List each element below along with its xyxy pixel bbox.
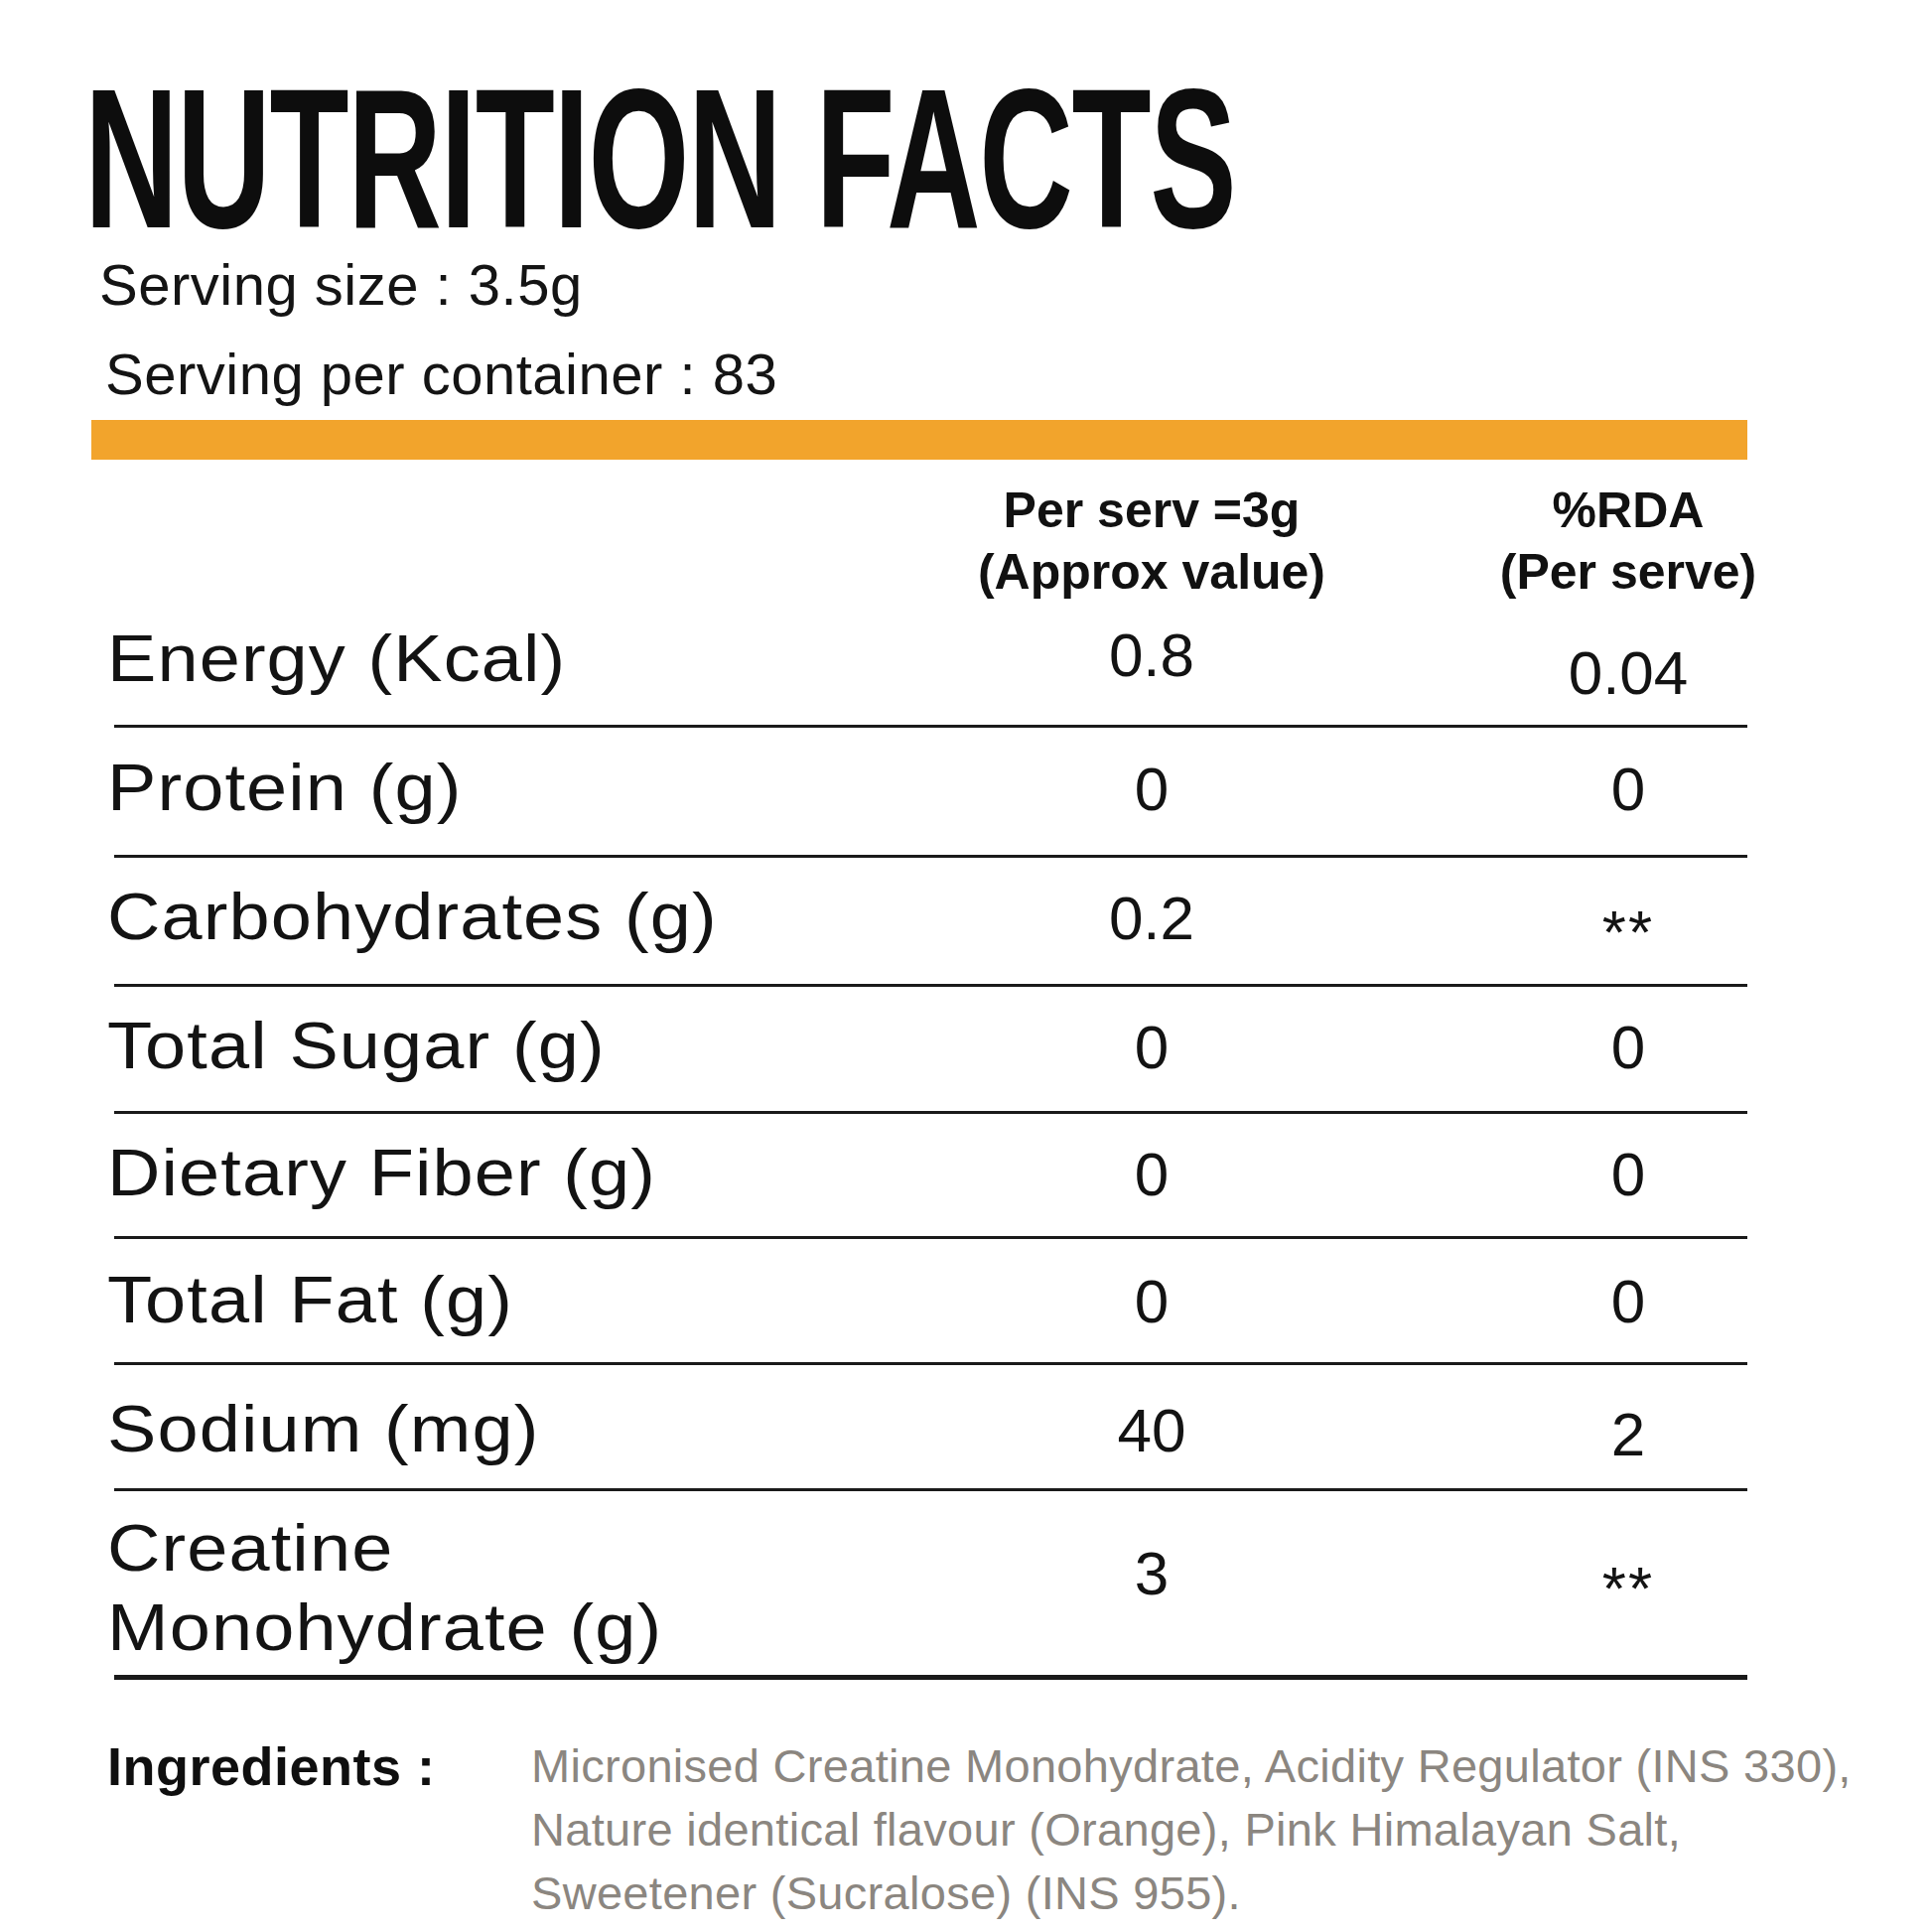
row-label: Energy (Kcal) <box>107 625 566 691</box>
ingredients-label: Ingredients : <box>107 1734 436 1798</box>
row-per-serv-value: 40 <box>933 1400 1370 1461</box>
table-row: Sodium (mg) 40 2 <box>0 1396 1932 1406</box>
row-rda-value: 2 <box>1430 1404 1827 1465</box>
ingredients-text: Micronised Creatine Monohydrate, Acidity… <box>531 1734 1852 1925</box>
column-header-rda: %RDA (Per serve) <box>1430 480 1827 603</box>
row-per-serv-value: 0 <box>933 1017 1370 1078</box>
row-rda-value: 0 <box>1430 759 1827 820</box>
row-rda-value: 0.04 <box>1430 642 1827 704</box>
table-row: Total Fat (g) 0 0 <box>0 1267 1932 1277</box>
row-per-serv-value: 3 <box>933 1543 1370 1604</box>
table-row: Energy (Kcal) 0.8 0.04 <box>0 625 1932 635</box>
column-header-per-serv-line2: (Approx value) <box>933 541 1370 603</box>
row-divider <box>114 1362 1747 1365</box>
row-rda-value: 0 <box>1430 1271 1827 1332</box>
table-row: Creatine Monohydrate (g) 3 ** <box>0 1508 1932 1518</box>
row-per-serv-value: 0 <box>933 759 1370 820</box>
table-bottom-divider <box>114 1675 1747 1680</box>
row-rda-value: 0 <box>1430 1017 1827 1078</box>
row-label: Creatine Monohydrate (g) <box>107 1508 663 1667</box>
row-divider <box>114 1111 1747 1114</box>
row-divider <box>114 984 1747 987</box>
row-per-serv-value: 0 <box>933 1271 1370 1332</box>
table-row: Carbohydrates (g) 0.2 ** <box>0 884 1932 894</box>
nutrition-facts-label: NUTRITION FACTS Serving size : 3.5g Serv… <box>0 0 1932 1932</box>
column-header-rda-line1: %RDA <box>1430 480 1827 541</box>
row-per-serv-value: 0 <box>933 1144 1370 1205</box>
row-per-serv-value: 0.8 <box>933 624 1370 686</box>
row-label: Protein (g) <box>107 755 462 820</box>
row-divider <box>114 1488 1747 1491</box>
page-title: NUTRITION FACTS <box>84 60 1235 258</box>
row-rda-value: 0 <box>1430 1144 1827 1205</box>
row-label: Dietary Fiber (g) <box>107 1140 656 1205</box>
row-divider <box>114 725 1747 728</box>
column-header-rda-line2: (Per serve) <box>1430 541 1827 603</box>
row-label: Total Fat (g) <box>107 1267 513 1332</box>
table-row: Protein (g) 0 0 <box>0 755 1932 764</box>
row-per-serv-value: 0.2 <box>933 888 1370 949</box>
column-header-per-serv: Per serv =3g (Approx value) <box>933 480 1370 603</box>
row-label: Carbohydrates (g) <box>107 884 718 949</box>
row-divider <box>114 855 1747 858</box>
row-rda-value: ** <box>1430 901 1827 963</box>
serving-per-container-text: Serving per container : 83 <box>105 345 777 403</box>
table-row: Dietary Fiber (g) 0 0 <box>0 1140 1932 1150</box>
table-row: Total Sugar (g) 0 0 <box>0 1013 1932 1023</box>
serving-size-text: Serving size : 3.5g <box>99 256 583 314</box>
row-label: Sodium (mg) <box>107 1396 539 1461</box>
column-header-per-serv-line1: Per serv =3g <box>933 480 1370 541</box>
accent-bar <box>91 420 1747 460</box>
row-label: Total Sugar (g) <box>107 1013 606 1078</box>
row-rda-value: ** <box>1430 1558 1827 1619</box>
row-divider <box>114 1236 1747 1239</box>
